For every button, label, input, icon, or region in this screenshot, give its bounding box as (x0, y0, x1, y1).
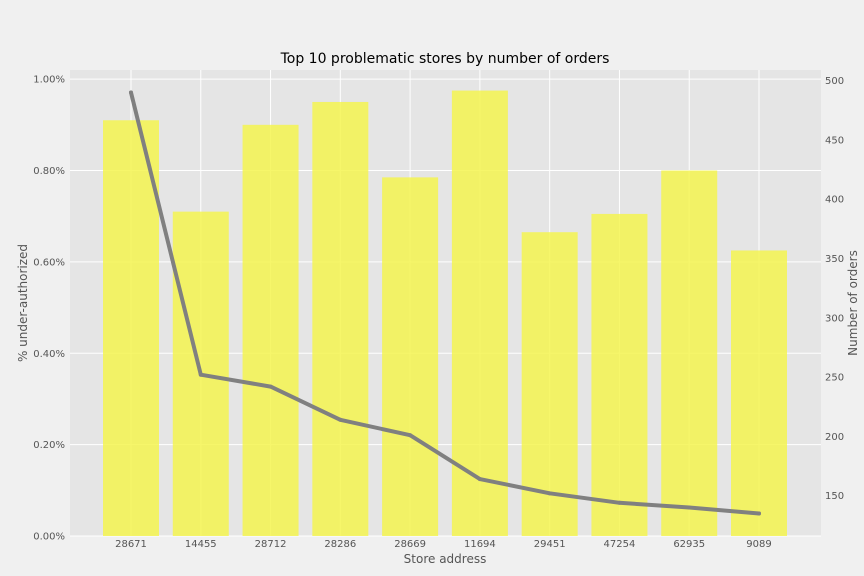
x-tick-label-28286: 28286 (324, 539, 356, 550)
y2-tick-label-3: 300 (825, 313, 844, 324)
orders-point-28671 (129, 90, 133, 95)
bar-62935 (661, 170, 718, 536)
x-tick-label-9089: 9089 (746, 539, 771, 550)
orders-point-29451 (547, 491, 552, 496)
x-axis-ticks: 28671 14455 28712 28286 28669 11694 29451 47254… (115, 539, 772, 550)
y-tick-label-2: 0.40% (33, 349, 65, 360)
y-tick-label-3: 0.60% (33, 257, 65, 268)
x-tick-label-47254: 47254 (604, 539, 636, 550)
x-tick-label-14455: 14455 (185, 539, 217, 550)
x-tick-label-28671: 28671 (115, 539, 147, 550)
y2-tick-label-4: 350 (825, 254, 844, 265)
bar-28712 (242, 124, 299, 536)
orders-point-28286 (338, 417, 343, 422)
y2-axis-label: Number of orders (846, 250, 860, 356)
bar-9089 (731, 250, 787, 536)
x-tick-label-29451: 29451 (534, 539, 566, 550)
y2-tick-label-6: 450 (825, 135, 844, 146)
y-tick-label-5: 1.00% (33, 75, 65, 86)
line-series (129, 90, 761, 516)
orders-point-28669 (408, 433, 413, 438)
x-axis-label: Store address (404, 552, 487, 566)
left-axis-ticks: 0.00% 0.20% 0.40% 0.60% 0.80% 1.00% (33, 75, 65, 543)
bar-28671 (103, 120, 159, 536)
x-tick-label-28712: 28712 (255, 539, 287, 550)
y-axis-label: % under-authorized (16, 244, 30, 362)
bar-28669 (382, 177, 439, 537)
orders-point-9089 (757, 511, 761, 516)
orders-point-28712 (268, 384, 273, 389)
orders-point-14455 (198, 372, 203, 377)
y2-tick-label-0: 150 (825, 491, 844, 502)
orders-point-62935 (687, 505, 692, 510)
x-tick-label-62935: 62935 (673, 539, 705, 550)
y-tick-label-0: 0.00% (33, 532, 65, 543)
y2-tick-label-5: 400 (825, 195, 844, 206)
right-axis-ticks: 150 200 250 300 350 400 450 500 (825, 76, 844, 502)
chart-title: Top 10 problematic stores by number of o… (280, 51, 610, 67)
bar-series (103, 90, 787, 537)
y-tick-label-4: 0.80% (33, 166, 65, 177)
x-tick-label-28669: 28669 (394, 539, 426, 550)
orders-point-11694 (477, 477, 482, 482)
y2-tick-label-1: 200 (825, 432, 844, 443)
y-tick-label-1: 0.20% (33, 440, 65, 451)
bar-11694 (451, 90, 508, 536)
y2-tick-label-2: 250 (825, 373, 844, 384)
bar-29451 (521, 232, 578, 536)
x-tick-label-11694: 11694 (464, 539, 496, 550)
orders-line (129, 90, 761, 516)
bar-28286 (312, 101, 369, 536)
orders-point-47254 (617, 500, 622, 505)
bar-47254 (591, 213, 648, 537)
y2-tick-label-7: 500 (825, 76, 844, 87)
